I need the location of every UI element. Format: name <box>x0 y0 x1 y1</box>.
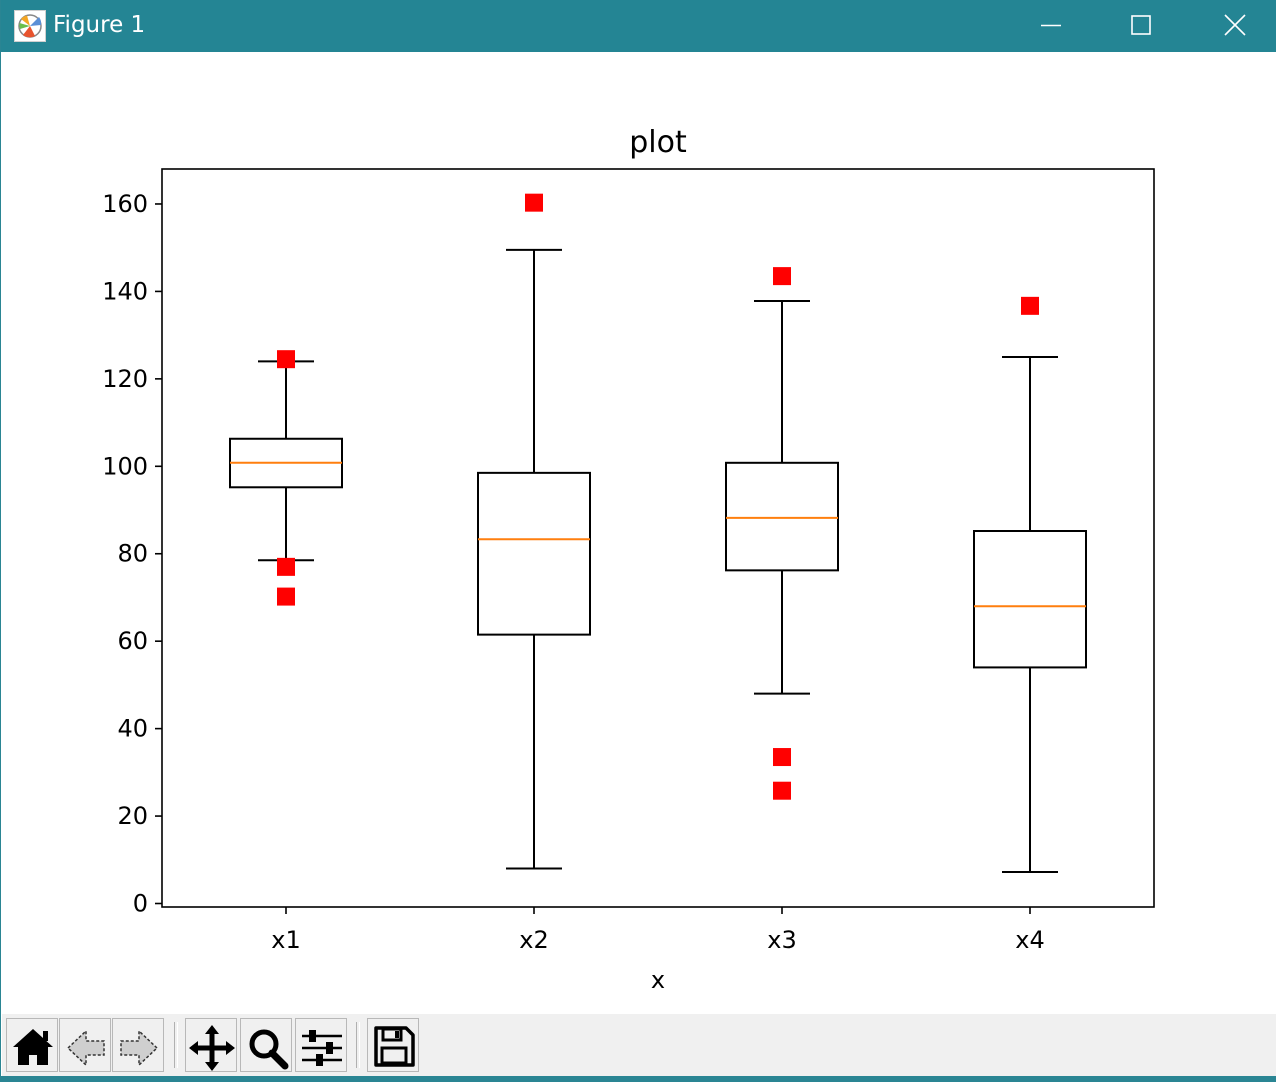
y-tick-label: 140 <box>102 277 148 305</box>
maximize-icon <box>1131 15 1151 35</box>
y-tick-label: 0 <box>133 890 148 918</box>
outlier-marker <box>773 748 791 767</box>
toolbar-separator <box>174 1022 178 1068</box>
minimize-icon <box>1041 24 1061 27</box>
outlier-marker <box>525 193 543 212</box>
close-button[interactable] <box>1185 0 1276 52</box>
forward-button[interactable] <box>112 1018 164 1072</box>
axes-frame <box>161 168 1155 908</box>
box-iqr <box>477 471 591 636</box>
navigation-toolbar <box>2 1014 1276 1080</box>
matplotlib-icon <box>14 10 46 42</box>
home-icon <box>13 1029 53 1065</box>
outlier-marker <box>1021 296 1039 315</box>
x-axis-label: x <box>651 966 665 994</box>
y-tick-label: 40 <box>117 715 148 743</box>
title-bar[interactable]: Figure 1 <box>1 0 1276 52</box>
box-iqr <box>973 530 1087 669</box>
chart-title: plot <box>629 125 687 160</box>
save-button[interactable] <box>367 1018 419 1072</box>
toolbar-separator <box>356 1022 360 1068</box>
figure-canvas[interactable]: plot x 0 20 40 60 80 100 120 140 160 x1 x2 x3 x4 <box>2 52 1276 1014</box>
forward-arrow-icon <box>120 1029 159 1067</box>
back-button[interactable] <box>59 1018 111 1072</box>
floppy-disk-icon <box>374 1026 415 1067</box>
back-arrow-icon <box>66 1029 105 1067</box>
x-tick-label: x2 <box>519 926 548 954</box>
y-tick-label: 60 <box>117 627 148 655</box>
box-plot-chart: plot x 0 20 40 60 80 100 120 140 160 x1 x2 x3 x4 <box>102 125 1155 994</box>
minimize-button[interactable] <box>1005 0 1097 52</box>
x-tick-label: x1 <box>271 926 300 954</box>
pan-button[interactable] <box>185 1018 237 1072</box>
y-tick-label: 120 <box>102 365 148 393</box>
sliders-icon <box>302 1030 342 1066</box>
window-title: Figure 1 <box>53 12 146 38</box>
x-tick-label: x4 <box>1015 926 1044 954</box>
outlier-marker <box>773 781 791 800</box>
outlier-marker <box>773 267 791 286</box>
maximize-button[interactable] <box>1095 0 1187 52</box>
x-tick-label: x3 <box>767 926 796 954</box>
home-button[interactable] <box>6 1018 58 1072</box>
move-icon <box>189 1025 235 1071</box>
y-tick-label: 160 <box>102 190 148 218</box>
outlier-marker <box>277 587 295 606</box>
configure-subplots-button[interactable] <box>295 1018 347 1072</box>
box-iqr <box>725 461 839 572</box>
y-tick-label: 20 <box>117 802 148 830</box>
outlier-marker <box>277 350 295 369</box>
y-tick-label: 80 <box>117 540 148 568</box>
outlier-marker <box>277 557 295 576</box>
y-tick-label: 100 <box>102 452 148 480</box>
window-bottom-border <box>1 1076 1276 1082</box>
magnifier-icon <box>249 1029 289 1070</box>
close-icon <box>1224 14 1246 36</box>
zoom-button[interactable] <box>240 1018 292 1072</box>
